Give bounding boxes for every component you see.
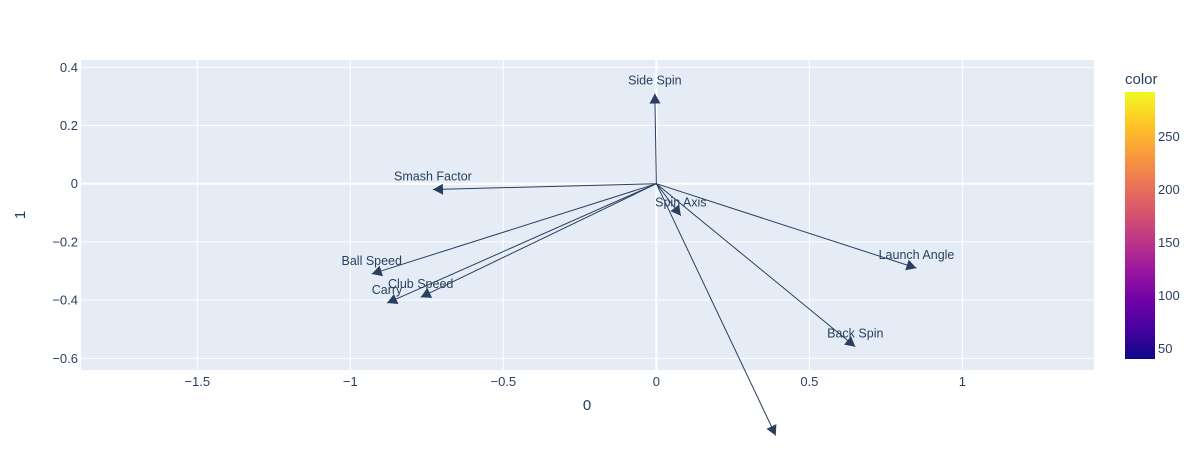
x-tick-label: −1 <box>343 374 358 389</box>
vector-label: Launch Angle <box>879 248 955 262</box>
vector-arrowhead <box>905 259 917 271</box>
vector-line <box>420 183 657 298</box>
plot-area <box>81 60 1094 370</box>
y-tick-label: −0.4 <box>52 293 78 308</box>
vector-line <box>432 183 657 191</box>
x-axis-ticks: −1.5 −1 −0.5 0 0.5 1 <box>184 374 966 389</box>
vector-label: Carry <box>372 283 403 297</box>
y-tick-label: 0 <box>71 176 78 191</box>
vector-label: Back Spin <box>827 327 883 341</box>
x-tick-label: 0 <box>653 374 660 389</box>
colorbar-tick-label: 50 <box>1158 341 1172 356</box>
vector-arrow <box>655 183 682 217</box>
colorbar-tick-label: 200 <box>1158 182 1180 197</box>
vector-line <box>656 183 917 269</box>
colorbar-tick-label: 250 <box>1158 129 1180 144</box>
colorbar: color 50 100 150 200 250 <box>1125 71 1180 359</box>
vector-line <box>655 183 777 436</box>
y-tick-label: 0.4 <box>60 60 78 75</box>
vector-line <box>371 183 657 275</box>
vector-arrowhead <box>371 265 383 277</box>
y-tick-label: −0.2 <box>52 234 78 249</box>
x-tick-label: −1.5 <box>184 374 210 389</box>
vector-label: Spin Axis <box>655 196 706 210</box>
vector-arrowhead <box>387 293 399 305</box>
vector-line <box>654 93 657 184</box>
colorbar-title: color <box>1125 71 1158 88</box>
vectors <box>371 93 917 436</box>
grid <box>81 60 1094 370</box>
vector-arrowhead <box>766 424 777 436</box>
vector-label: Club Speed <box>388 277 453 291</box>
colorbar-gradient <box>1125 92 1155 359</box>
x-axis-title: 0 <box>583 397 591 414</box>
vector-line <box>656 183 856 348</box>
vector-arrow <box>386 183 657 305</box>
colorbar-ticks: 50 100 150 200 250 <box>1158 129 1180 356</box>
vector-arrow <box>656 183 917 271</box>
vector-arrow <box>655 183 777 436</box>
vector-arrow <box>432 183 657 195</box>
vector-arrow <box>656 183 856 348</box>
vector-arrowhead <box>649 93 661 104</box>
vector-arrowhead <box>844 336 856 347</box>
vector-label: Ball Speed <box>342 254 403 268</box>
vector-labels: Side Spin Smash Factor Spin Axis Launch Ang… <box>342 73 955 340</box>
vector-label: Side Spin <box>628 73 682 87</box>
vector-arrow <box>420 183 657 298</box>
vector-line <box>386 183 657 304</box>
y-tick-label: 0.2 <box>60 118 78 133</box>
vector-arrow <box>649 93 661 184</box>
vector-arrow <box>371 183 657 277</box>
colorbar-tick-label: 150 <box>1158 235 1180 250</box>
y-axis-title: 1 <box>12 211 29 219</box>
y-tick-label: −0.6 <box>52 351 78 366</box>
vector-arrowhead <box>432 183 444 195</box>
x-tick-label: 0.5 <box>800 374 818 389</box>
vector-arrowhead <box>420 287 433 298</box>
x-tick-label: −0.5 <box>491 374 517 389</box>
y-axis-ticks: −0.6 −0.4 −0.2 0 0.2 0.4 <box>52 60 78 366</box>
vector-label: Smash Factor <box>394 170 472 184</box>
x-tick-label: 1 <box>959 374 966 389</box>
colorbar-tick-label: 100 <box>1158 288 1180 303</box>
vector-arrowhead <box>670 204 681 216</box>
